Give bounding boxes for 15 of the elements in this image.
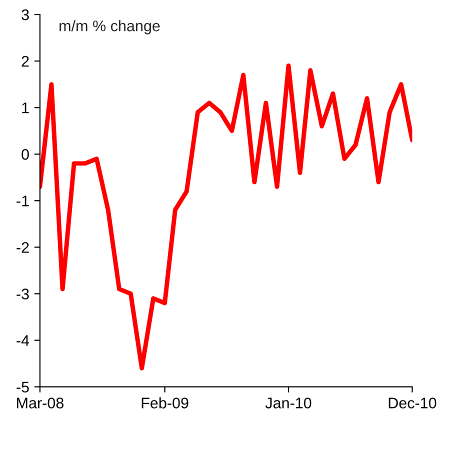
x-tick-label: Mar-08 xyxy=(17,398,64,408)
y-tick-label: -5 xyxy=(16,382,29,392)
y-tick-label: 2 xyxy=(22,56,29,67)
y-tick-label: -1 xyxy=(16,196,29,206)
x-tick-label: Feb-09 xyxy=(142,397,188,408)
y-tick-label: -3 xyxy=(16,288,29,300)
y-tick-label: -2 xyxy=(16,242,29,253)
x-tick-label: Jan-10 xyxy=(265,398,312,408)
y-axis-title: m/m % change xyxy=(60,20,160,34)
y-tick-label: 1 xyxy=(22,102,29,114)
line-series xyxy=(40,63,412,370)
y-tick-label: 0 xyxy=(22,149,29,160)
y-tick-label: 3 xyxy=(22,9,29,20)
x-tick-label: Dec-10 xyxy=(388,398,436,408)
y-tick-label: -4 xyxy=(16,335,30,346)
